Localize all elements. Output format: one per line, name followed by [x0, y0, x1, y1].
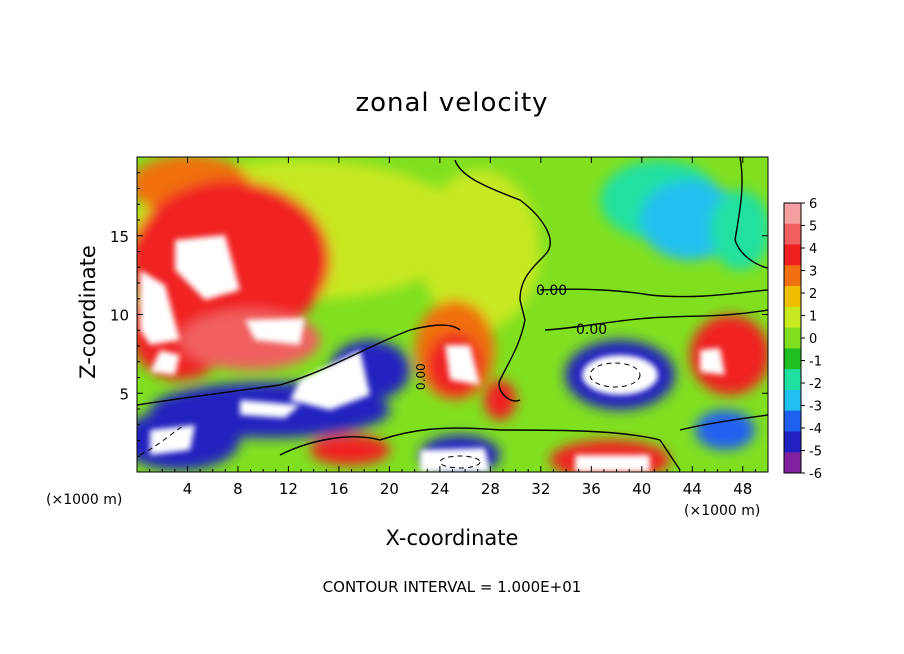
- colorbar-swatch: [784, 203, 801, 225]
- y-axis-unit: (×1000 m): [46, 492, 123, 508]
- x-tick-label: 48: [733, 480, 752, 498]
- colorbar-label: 4: [809, 242, 817, 257]
- colorbar-label: -5: [809, 445, 822, 460]
- contour-interval-note: CONTOUR INTERVAL = 1.000E+01: [322, 578, 582, 596]
- colorbar-swatch: [784, 327, 801, 349]
- colorbar-label: 0: [809, 332, 817, 347]
- colorbar-swatch: [784, 348, 801, 370]
- colorbar-swatch: [784, 244, 801, 266]
- colorbar-swatch: [784, 286, 801, 308]
- colorbar-swatch: [784, 265, 801, 287]
- colorbar-label: 2: [809, 287, 817, 302]
- contour-label-group: 0.00 0.00 0.00: [414, 283, 607, 390]
- x-tick-label: 32: [531, 480, 550, 498]
- x-tick-label: 20: [380, 480, 399, 498]
- x-axis-unit: (×1000 m): [684, 503, 761, 519]
- x-tick-label: 12: [279, 480, 298, 498]
- colorbar-label: -1: [809, 355, 822, 370]
- colorbar-swatch: [784, 223, 801, 246]
- contour-label: 0.00: [536, 283, 567, 299]
- x-tick-label: 36: [582, 480, 601, 498]
- colorbar-label: -4: [809, 422, 822, 437]
- colorbar-label: 3: [809, 265, 817, 280]
- y-tick-label: 10: [110, 307, 129, 325]
- colorbar-label: -6: [809, 467, 822, 482]
- chart-title: zonal velocity: [355, 88, 549, 118]
- colorbar-swatch: [784, 410, 801, 432]
- colorbar-swatch: [784, 306, 801, 329]
- colorbar-swatch: [784, 389, 801, 412]
- colorbar-label: 6: [809, 197, 817, 212]
- colorbar: 6 5 4 3 2 1 0 -1 -2 -3 -4 -5 -6: [783, 197, 822, 482]
- colorbar-swatch: [784, 431, 801, 453]
- colorbar-swatch: [784, 452, 801, 474]
- x-tick-label: 44: [683, 480, 702, 498]
- x-tick-label: 24: [430, 480, 449, 498]
- colorbar-label: -3: [809, 400, 822, 415]
- colorbar-label: -2: [809, 377, 822, 392]
- x-axis-label: X-coordinate: [385, 526, 519, 550]
- heatmap-field: [137, 157, 768, 472]
- colorbar-label: 5: [809, 220, 817, 235]
- x-tick-label: 28: [481, 480, 500, 498]
- contour-label: 0.00: [576, 322, 607, 338]
- x-tick-label: 16: [329, 480, 348, 498]
- colorbar-label: 1: [809, 310, 817, 325]
- colorbar-swatch: [784, 369, 801, 391]
- x-tick-label: 4: [183, 480, 193, 498]
- x-tick-label: 8: [233, 480, 243, 498]
- y-tick-label: 5: [119, 385, 129, 403]
- x-tick-label: 40: [632, 480, 651, 498]
- contour-label: 0.00: [414, 363, 428, 390]
- y-tick-label: 15: [110, 228, 129, 246]
- contour-lines: [137, 157, 768, 471]
